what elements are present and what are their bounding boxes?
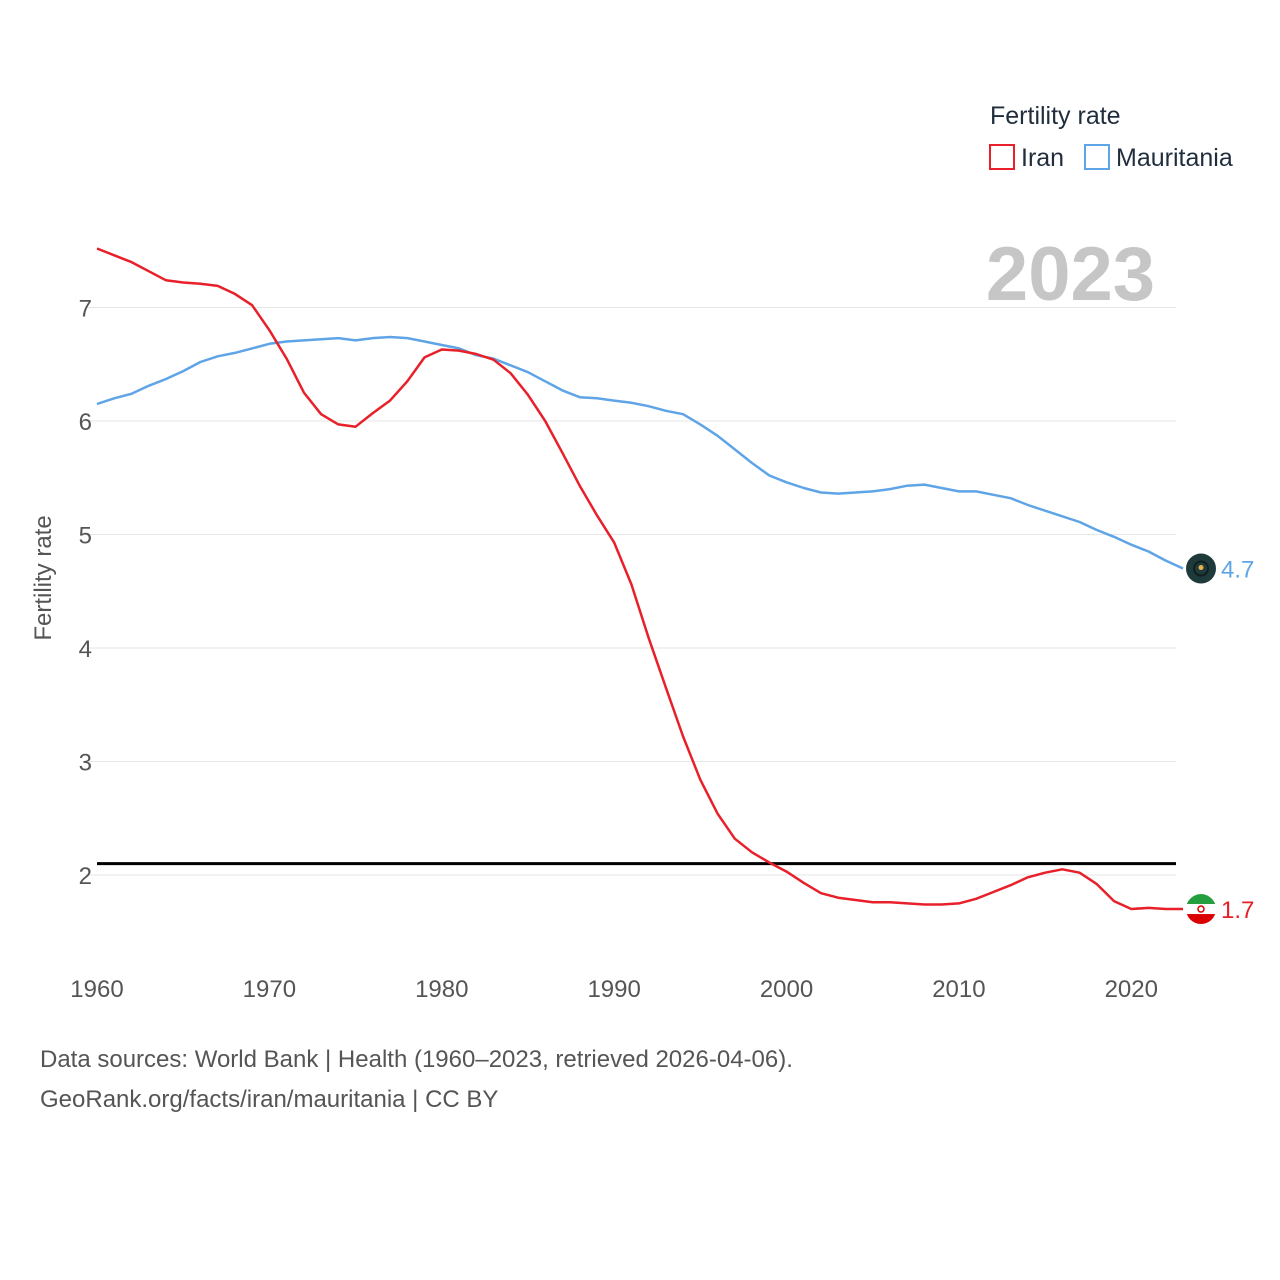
series-line-mauritania[interactable]: [96, 335, 1184, 570]
end-label-mauritania: 4.7: [1221, 557, 1254, 584]
y-tick-label-7: 7: [79, 296, 92, 323]
x-tick-label-2020: 2020: [1105, 976, 1158, 1003]
x-tick-label-2000: 2000: [760, 976, 813, 1003]
legend-swatch-mauritania[interactable]: [1084, 144, 1110, 170]
y-tick-label-2: 2: [79, 863, 92, 890]
legend: Fertility rate Iran Mauritania: [989, 102, 1233, 172]
end-marker-iran: [1186, 894, 1216, 925]
year-label: 2023: [986, 232, 1155, 317]
x-tick-label-1970: 1970: [243, 976, 296, 1003]
x-tick-label-1960: 1960: [70, 976, 123, 1003]
y-tick-label-3: 3: [79, 750, 92, 777]
y-axis-title: Fertility rate: [30, 515, 57, 640]
x-axis: 1960 1970 1980 1990 2000 2010 2020: [70, 976, 1158, 1003]
attribution-note: GeoRank.org/facts/iran/mauritania | CC B…: [40, 1086, 499, 1113]
end-label-iran: 1.7: [1221, 897, 1254, 924]
y-tick-label-6: 6: [79, 409, 92, 436]
legend-title: Fertility rate: [990, 102, 1121, 130]
legend-label-iran[interactable]: Iran: [1021, 144, 1064, 172]
footer: Data sources: World Bank | Health (1960–…: [40, 1040, 793, 1120]
legend-label-mauritania[interactable]: Mauritania: [1116, 144, 1233, 172]
fertility-chart: 2 3 4 5 6 7 1960 1970 1980 1990 2000 2010 2020 Fert…: [30, 102, 1254, 1003]
y-axis: 2 3 4 5 6 7: [79, 296, 92, 891]
legend-swatch-iran[interactable]: [989, 144, 1015, 170]
end-markers: 1.7 4.7: [1186, 553, 1254, 925]
x-tick-label-1980: 1980: [415, 976, 468, 1003]
y-tick-label-4: 4: [79, 636, 92, 663]
data-source-note: Data sources: World Bank | Health (1960–…: [40, 1046, 793, 1073]
end-marker-mauritania: [1186, 553, 1216, 584]
series-line-iran[interactable]: [96, 247, 1183, 911]
y-tick-label-5: 5: [79, 523, 92, 550]
grid-lines: [85, 307, 1176, 876]
x-tick-label-2010: 2010: [932, 976, 985, 1003]
series-lines: [96, 247, 1184, 911]
x-tick-label-1990: 1990: [587, 976, 640, 1003]
